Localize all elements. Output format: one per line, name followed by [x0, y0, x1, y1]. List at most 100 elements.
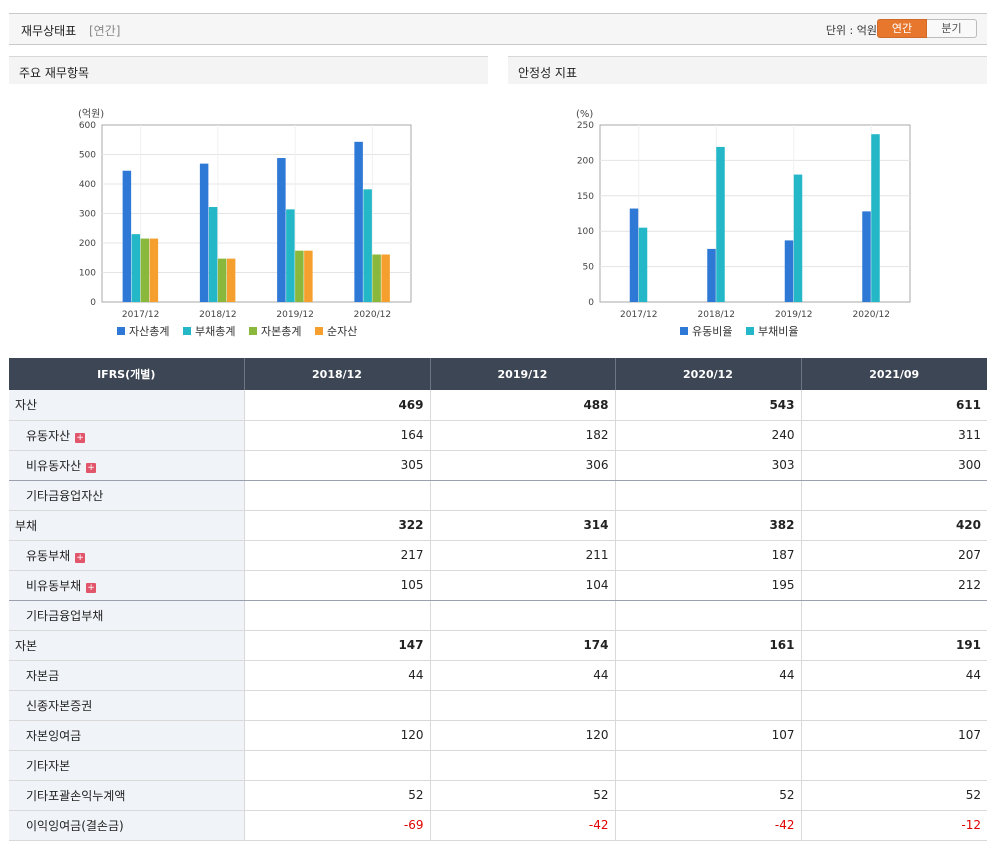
expand-plus-icon[interactable]: +: [75, 432, 86, 443]
bar-부채총계-2020/12: [363, 189, 372, 302]
row-label: 자본잉여금: [9, 720, 244, 751]
value-cell: 306: [429, 450, 615, 481]
row-label: 이익잉여금(결손금): [9, 810, 244, 841]
row-label-text: 이익잉여금(결손금): [26, 818, 124, 833]
row-label-text: 부채: [15, 518, 38, 533]
y-tick-label: 600: [79, 121, 96, 131]
legend-label: 부채총계: [195, 325, 235, 338]
value-cell: [243, 480, 430, 511]
table-row: 비유동자산 +305 306 303 300: [9, 450, 987, 481]
value-cell: [800, 690, 987, 721]
row-label-text: 자본: [15, 638, 38, 653]
x-tick-label: 2017/12: [620, 310, 657, 320]
row-label-text: 기타자본: [26, 758, 71, 773]
panel-title-stability: 안정성 지표: [508, 56, 987, 84]
row-label-text: 유동자산: [26, 428, 71, 443]
value-cell: 164: [243, 420, 430, 451]
bar-자산총계-2019/12: [277, 158, 286, 302]
bar-유동비율-2019/12: [784, 240, 794, 302]
y-tick-label: 500: [79, 151, 96, 161]
row-label: 유동부채 +: [9, 540, 244, 571]
bar-자산총계-2017/12: [122, 170, 132, 302]
x-tick-label: 2018/12: [698, 310, 735, 320]
value-cell: 107: [614, 720, 801, 751]
row-label: 기타포괄손익누계액: [9, 780, 244, 811]
legend-swatch: [249, 327, 257, 335]
value-cell: 212: [800, 570, 987, 601]
legend-swatch: [315, 327, 323, 335]
row-label-text: 기타포괄손익누계액: [26, 788, 126, 803]
row-label-text: 신종자본증권: [26, 698, 93, 713]
tab-quarterly[interactable]: 분기: [927, 19, 977, 38]
header-period: 2019/12: [429, 358, 615, 390]
bar-유동비율-2017/12: [629, 208, 639, 302]
table-row: 기타금융업자산: [9, 480, 987, 511]
row-label: 자본금: [9, 660, 244, 691]
value-cell: [429, 480, 615, 511]
tab-annual[interactable]: 연간: [877, 19, 927, 38]
y-unit-label: (억원): [78, 108, 104, 120]
value-cell: [800, 480, 987, 511]
y-tick-label: 400: [79, 180, 96, 190]
legend-label: 순자산: [327, 325, 357, 338]
value-cell: 107: [800, 720, 987, 751]
value-cell: 44: [243, 660, 430, 691]
y-tick-label: 200: [79, 239, 96, 249]
value-cell: 52: [614, 780, 801, 811]
value-cell: 311: [800, 420, 987, 451]
legend-swatch: [680, 327, 688, 335]
y-tick-label: 0: [90, 298, 96, 308]
bar-부채비율-2018/12: [716, 146, 725, 302]
bar-부채총계-2018/12: [208, 207, 218, 302]
legend-swatch: [117, 327, 125, 335]
period-toggle: 연간 분기: [877, 19, 977, 38]
y-tick-label: 150: [577, 192, 594, 202]
y-unit-label: (%): [576, 109, 593, 120]
bar-유동비율-2020/12: [862, 211, 871, 302]
row-label-text: 자본금: [26, 668, 60, 683]
legend-swatch: [746, 327, 754, 335]
value-cell: 120: [243, 720, 430, 751]
row-label: 유동자산 +: [9, 420, 244, 451]
value-cell: 161: [614, 630, 801, 661]
bar-유동비율-2018/12: [707, 248, 716, 302]
bar-부채총계-2019/12: [286, 209, 295, 302]
value-cell: -12: [800, 810, 987, 841]
value-cell: 44: [429, 660, 615, 691]
plot-area: [599, 124, 911, 303]
expand-plus-icon[interactable]: +: [86, 462, 97, 473]
row-label: 비유동자산 +: [9, 450, 244, 481]
value-cell: 44: [800, 660, 987, 691]
y-tick-label: 0: [588, 298, 594, 308]
expand-plus-icon[interactable]: +: [86, 582, 97, 593]
bar-순자산-2017/12: [149, 238, 159, 302]
x-tick-label: 2018/12: [199, 310, 236, 320]
value-cell: 420: [800, 510, 987, 541]
statement-period: [연간]: [89, 24, 121, 38]
value-cell: -42: [429, 810, 615, 841]
table-row: 자본금 44 44 44 44: [9, 660, 987, 691]
bar-순자산-2019/12: [304, 250, 313, 302]
expand-plus-icon[interactable]: +: [75, 552, 86, 563]
statement-title: 재무상태표: [21, 24, 77, 38]
table-row: 기타금융업부채: [9, 600, 987, 631]
financial-table: IFRS(개별) 2018/12 2019/12 2020/12 2021/09 자산 4…: [9, 358, 987, 841]
value-cell: 52: [800, 780, 987, 811]
value-cell: -42: [614, 810, 801, 841]
table-row: 기타포괄손익누계액 52 52 52 52: [9, 780, 987, 811]
value-cell: 611: [800, 390, 987, 421]
bar-부채총계-2017/12: [131, 234, 141, 302]
row-label-text: 자산: [15, 398, 38, 413]
bar-자본총계-2018/12: [217, 258, 227, 302]
table-header-row: IFRS(개별) 2018/12 2019/12 2020/12 2021/09: [9, 358, 987, 390]
legend-label: 자본총계: [261, 325, 301, 338]
row-label-text: 기타금융업자산: [26, 488, 104, 503]
value-cell: 187: [614, 540, 801, 571]
value-cell: [429, 750, 615, 781]
x-tick-label: 2017/12: [122, 310, 159, 320]
value-cell: [614, 750, 801, 781]
row-label: 부채: [9, 510, 244, 541]
x-tick-label: 2020/12: [853, 310, 890, 320]
table-row: 기타자본: [9, 750, 987, 781]
bar-자산총계-2018/12: [199, 163, 209, 302]
